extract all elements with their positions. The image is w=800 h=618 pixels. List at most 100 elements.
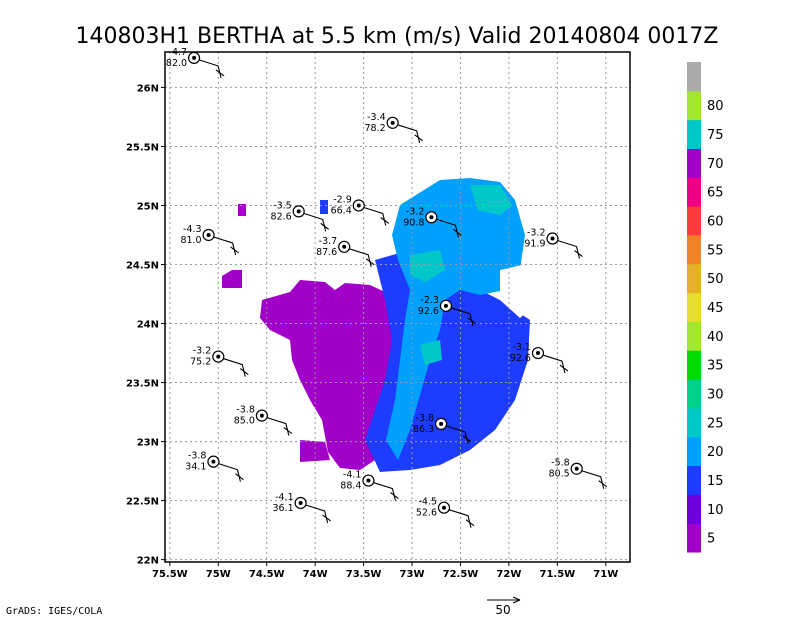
observation-station: -4.136.1 bbox=[272, 492, 331, 524]
wind-region-purple-south bbox=[300, 440, 330, 462]
station-dot bbox=[535, 351, 540, 356]
observation-bottom-value: 92.6 bbox=[510, 353, 531, 364]
colorbar-swatch bbox=[687, 350, 701, 380]
colorbar-label: 30 bbox=[707, 387, 724, 402]
colorbar-swatch bbox=[687, 62, 701, 92]
x-tick-label: 72.5W bbox=[443, 569, 479, 580]
y-tick-label: 25N bbox=[137, 201, 159, 212]
station-dot bbox=[390, 120, 395, 125]
wind-barb bbox=[450, 307, 477, 326]
colorbar-label: 55 bbox=[707, 243, 724, 258]
colorbar-label: 80 bbox=[707, 99, 724, 114]
colorbar-label: 50 bbox=[707, 272, 724, 287]
wind-region-cyan-south bbox=[420, 340, 442, 365]
colorbar-swatch bbox=[687, 263, 701, 294]
station-dot bbox=[259, 413, 264, 418]
wind-region-purple-speck bbox=[238, 204, 246, 216]
wind-region-gap bbox=[500, 262, 540, 318]
colorbar-swatch bbox=[687, 234, 701, 265]
wind-region-blue-speck bbox=[320, 200, 328, 214]
station-dot bbox=[439, 421, 444, 426]
observation-station: -4.552.6 bbox=[416, 497, 475, 528]
wind-barb bbox=[363, 206, 390, 226]
station-dot bbox=[298, 500, 303, 505]
wind-region-cyan-middle bbox=[410, 250, 445, 282]
observation-bottom-value: 52.6 bbox=[416, 508, 437, 519]
y-tick-label: 26N bbox=[137, 83, 159, 94]
observation-top-value: -3.7 bbox=[319, 236, 338, 247]
y-tick-label: 25.5N bbox=[126, 142, 159, 153]
y-tick-label: 23.5N bbox=[126, 379, 159, 390]
wind-barb bbox=[303, 212, 330, 232]
colorbar-swatch bbox=[687, 177, 701, 207]
observation-top-value: -3.8 bbox=[416, 413, 435, 424]
wind-barb bbox=[349, 248, 375, 267]
observation-bottom-value: 75.2 bbox=[190, 357, 211, 368]
x-tick-label: 73W bbox=[400, 569, 425, 580]
station-dot bbox=[550, 236, 555, 241]
observation-top-value: -4.1 bbox=[275, 492, 294, 503]
colorbar-label: 20 bbox=[707, 445, 724, 460]
station-dot bbox=[216, 354, 221, 359]
wind-barb bbox=[223, 358, 249, 377]
y-tick-label: 23N bbox=[137, 438, 159, 449]
x-tick-label: 75.5W bbox=[152, 569, 188, 580]
observation-station: -3.834.1 bbox=[185, 451, 244, 482]
observation-station: -4.188.4 bbox=[340, 470, 399, 501]
colorbar-label: 35 bbox=[707, 359, 724, 374]
wind-region-cyan-north bbox=[470, 185, 512, 215]
wind-barb bbox=[448, 509, 475, 528]
wind-barb bbox=[198, 59, 225, 79]
wind-barb bbox=[445, 425, 472, 445]
colorbar-swatch bbox=[687, 321, 701, 351]
plot-area: -4.782.0-3.478.2-3.582.6-2.966.4 -3.290.8… bbox=[126, 47, 631, 580]
x-tick-label: 74.5W bbox=[249, 569, 285, 580]
colorbar-swatch bbox=[687, 119, 701, 149]
observation-top-value: -3.4 bbox=[367, 112, 386, 123]
colorbar-label: 45 bbox=[707, 301, 724, 316]
x-tick-label: 71.5W bbox=[539, 569, 575, 580]
observation-bottom-value: 66.4 bbox=[331, 205, 352, 216]
colorbar-swatch bbox=[687, 379, 701, 409]
observation-station: -2.392.6 bbox=[418, 295, 477, 326]
colorbar-swatch bbox=[687, 407, 701, 438]
y-axis: 22N 22.5N 23N 23.5N 24N 24.5N 25N 25.5N 26N bbox=[126, 83, 165, 567]
station-dot bbox=[574, 466, 579, 471]
observation-station: -3.885.0 bbox=[234, 405, 293, 436]
vector-scale-label: 50 bbox=[495, 603, 510, 617]
observation-bottom-value: 36.1 bbox=[272, 503, 293, 514]
wind-barb bbox=[542, 354, 569, 374]
colorbar-swatch bbox=[687, 90, 701, 121]
wind-barb bbox=[557, 240, 583, 259]
observation-top-value: -3.2 bbox=[193, 346, 212, 357]
station-dot bbox=[442, 505, 446, 510]
observation-station: -3.192.6 bbox=[510, 342, 569, 374]
colorbar-swatch bbox=[687, 465, 701, 495]
observation-top-value: -4.3 bbox=[183, 224, 202, 235]
observation-bottom-value: 80.5 bbox=[549, 469, 570, 480]
observation-top-value: -4.5 bbox=[418, 497, 437, 508]
station-dot bbox=[342, 244, 347, 249]
observation-bottom-value: 92.6 bbox=[418, 306, 439, 317]
x-tick-label: 72W bbox=[496, 569, 521, 580]
wind-barb bbox=[218, 463, 244, 482]
x-axis: 75.5W 75W 74.5W 74W 73.5W 73W 72.5W 72W 71.5W 71W bbox=[152, 562, 618, 580]
observation-station: -2.966.4 bbox=[331, 194, 390, 226]
observation-bottom-value: 88.4 bbox=[340, 481, 361, 492]
wind-region-purple-small bbox=[222, 270, 242, 288]
observation-station: -3.290.8 bbox=[403, 206, 462, 238]
x-tick-label: 74W bbox=[303, 569, 328, 580]
colorbar-label: 10 bbox=[707, 503, 724, 518]
observation-top-value: -3.8 bbox=[188, 451, 207, 462]
observation-bottom-value: 87.6 bbox=[316, 247, 337, 258]
observation-top-value: -3.2 bbox=[406, 206, 425, 217]
observation-top-value: -3.1 bbox=[512, 342, 531, 353]
colorbar-swatch bbox=[687, 523, 701, 553]
x-tick-label: 75W bbox=[206, 569, 231, 580]
station-dot bbox=[192, 55, 197, 60]
observation-station: -3.478.2 bbox=[365, 112, 423, 143]
colorbar-swatch bbox=[687, 494, 701, 524]
lat-lon-grid bbox=[165, 52, 630, 562]
colorbar-label: 70 bbox=[707, 157, 724, 172]
